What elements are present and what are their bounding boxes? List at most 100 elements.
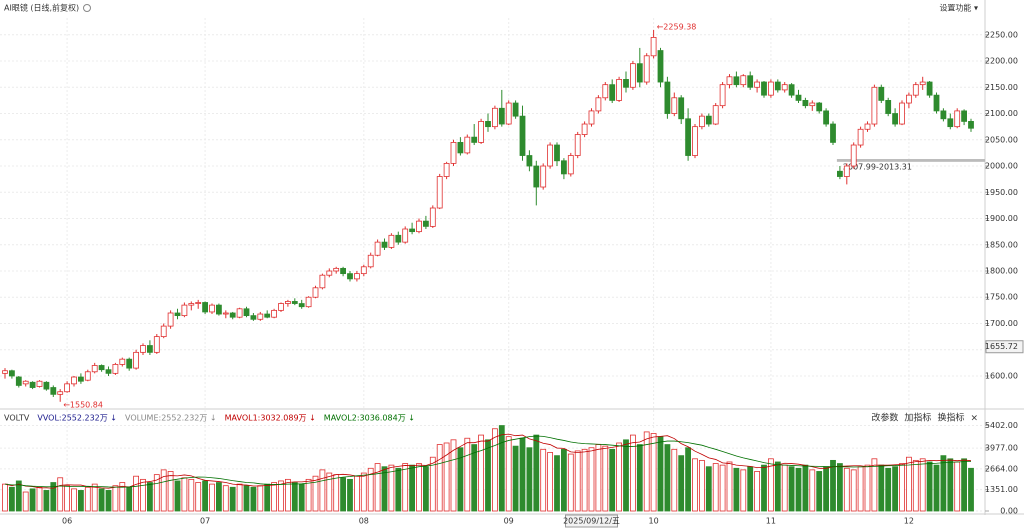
- volume-bar: [229, 486, 236, 512]
- candle-body: [43, 381, 50, 390]
- crosshair-price-box: [985, 340, 1024, 354]
- candle-body: [781, 84, 788, 91]
- volume-bar: [8, 486, 15, 512]
- volume-bar: [781, 464, 788, 512]
- volume-bar: [491, 428, 498, 512]
- candle-body: [837, 170, 843, 177]
- volume-bar: [215, 482, 222, 512]
- x-tick-label: 2025/09/12/五: [563, 517, 620, 526]
- candle-body: [574, 134, 581, 156]
- candle-body: [416, 220, 422, 233]
- volume-bar: [850, 469, 857, 512]
- volume-bar: [912, 459, 919, 512]
- volume-button[interactable]: 加指标: [904, 412, 931, 424]
- candle-body: [630, 63, 636, 88]
- candle-body: [181, 304, 188, 317]
- volume-bar: [712, 463, 719, 512]
- candle-body: [554, 144, 560, 162]
- candle-body: [284, 301, 291, 304]
- volume-bar: [940, 455, 947, 512]
- volume-bar: [98, 488, 105, 512]
- candle-body: [485, 121, 491, 128]
- volume-button[interactable]: 改参数: [871, 412, 898, 424]
- volume-bar: [333, 474, 340, 512]
- candle-body: [699, 115, 705, 128]
- candle-body: [740, 75, 747, 86]
- volume-bar: [319, 469, 326, 512]
- volume-button[interactable]: 换指标: [937, 412, 964, 424]
- candle-body: [795, 94, 802, 101]
- volume-bar: [140, 478, 146, 512]
- volume-bar: [830, 459, 836, 512]
- y-tick-label: 1700.00: [985, 319, 1018, 328]
- volume-bar: [340, 477, 347, 512]
- volume-bar: [692, 458, 698, 512]
- y-tick-label: 5402.00: [985, 421, 1018, 430]
- candle-body: [64, 383, 70, 393]
- crosshair-date-box: [565, 514, 618, 528]
- ma-line: [4, 435, 971, 488]
- candle-body: [643, 55, 650, 83]
- volume-bar: [947, 458, 954, 512]
- settings-button[interactable]: 设置功能 ▾: [939, 3, 978, 13]
- candle-body: [15, 376, 22, 386]
- candle-body: [878, 86, 885, 101]
- candle-body: [505, 102, 512, 125]
- y-tick-label: 0.00: [1000, 507, 1018, 516]
- volume-bar: [561, 448, 567, 512]
- volume-bar: [353, 475, 360, 512]
- candle-body: [167, 312, 174, 327]
- candle-body: [36, 380, 43, 387]
- candle-body: [319, 274, 326, 289]
- candle-body: [78, 376, 84, 382]
- volume-bar: [312, 475, 319, 512]
- y-tick-label: 1850.00: [985, 240, 1018, 249]
- candle-body: [968, 121, 974, 129]
- volume-button[interactable]: ×: [970, 414, 978, 424]
- candle-body: [526, 155, 533, 167]
- gear-icon[interactable]: [83, 4, 91, 12]
- candle-body: [657, 50, 664, 83]
- candle-body: [954, 110, 961, 128]
- volume-bar: [588, 447, 595, 512]
- x-tick-label: 12: [904, 517, 914, 526]
- volume-bar: [919, 458, 926, 512]
- candle-body: [146, 345, 153, 353]
- y-tick-label: 1800.00: [985, 267, 1018, 276]
- volume-bar: [678, 455, 685, 512]
- volume-bar: [167, 471, 174, 512]
- volume-bar: [422, 466, 429, 512]
- y-tick-label: 3977.00: [985, 444, 1018, 453]
- candle-body: [395, 234, 402, 243]
- volume-bar: [567, 453, 574, 512]
- volume-bar: [402, 463, 409, 512]
- y-tick-label: 2200.00: [985, 57, 1018, 66]
- volume-bar: [650, 433, 657, 512]
- candle-body: [326, 270, 333, 276]
- candle-body: [57, 391, 64, 395]
- volume-bar: [71, 488, 77, 512]
- candle-body: [595, 97, 602, 112]
- y-tick-label: 1900.00: [985, 214, 1018, 223]
- volume-bar: [609, 448, 616, 512]
- volume-bar: [264, 483, 271, 512]
- volume-bar: [195, 482, 202, 512]
- candle-body: [271, 309, 278, 318]
- candle-body: [422, 220, 429, 227]
- volume-bar: [485, 439, 491, 512]
- candle-body: [843, 165, 850, 177]
- candle-body: [8, 370, 15, 377]
- candle-body: [71, 376, 77, 385]
- volume-bar: [740, 469, 747, 512]
- candle-body: [464, 136, 471, 154]
- volume-bar: [843, 467, 850, 512]
- volume-bar: [257, 485, 264, 512]
- candle-body: [209, 304, 215, 313]
- volume-bar: [699, 459, 705, 512]
- candle-body: [871, 86, 878, 125]
- volume-bar: [416, 463, 422, 512]
- candle-body: [22, 380, 29, 385]
- y-tick-label: 2664.00: [985, 464, 1018, 473]
- volume-bar: [2, 483, 8, 512]
